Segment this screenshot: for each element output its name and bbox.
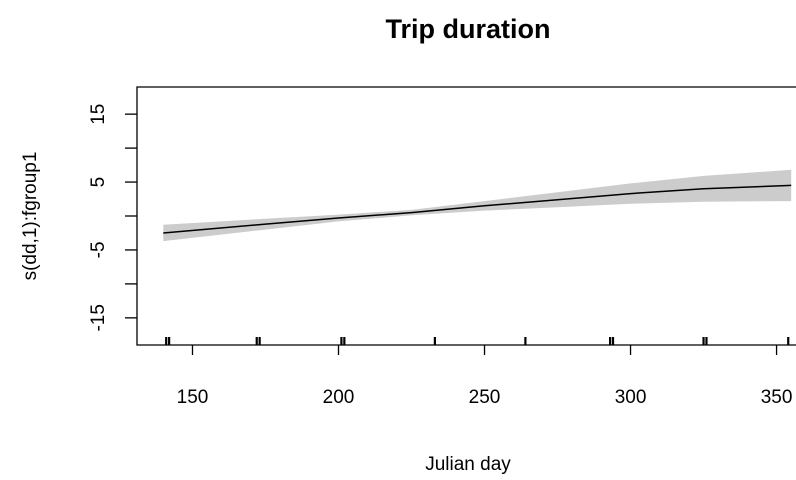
y-tick-label: -15 xyxy=(88,304,109,331)
x-tick-label: 300 xyxy=(615,387,647,408)
x-tick-label: 350 xyxy=(761,387,793,408)
x-tick-label: 150 xyxy=(177,387,209,408)
plot-frame xyxy=(136,86,796,346)
y-axis-label: s(dd,1):fgroup1 xyxy=(20,152,41,281)
y-tick-label: 5 xyxy=(88,177,109,188)
y-tick-label: -5 xyxy=(88,241,109,258)
smooth-fit-line xyxy=(163,184,792,234)
x-tick-label: 200 xyxy=(323,387,355,408)
y-tick-label: 15 xyxy=(88,104,109,125)
x-axis-label: Julian day xyxy=(425,454,511,475)
plot-area: 150 200 250 300 350 -15 -5 5 15 xyxy=(88,86,796,408)
x-tick-label: 250 xyxy=(469,387,501,408)
confidence-band xyxy=(163,169,792,242)
chart-title: Trip duration xyxy=(386,14,551,44)
